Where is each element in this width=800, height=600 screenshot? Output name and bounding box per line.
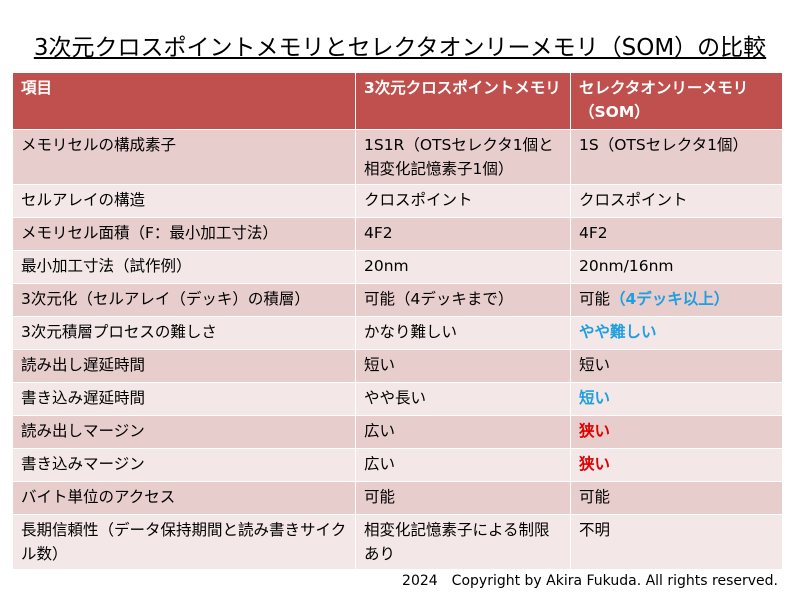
header-cell: セレクタオンリーメモリ（SOM） xyxy=(570,72,783,130)
cell-text: 短い xyxy=(579,389,611,407)
cell: メモリセルの構成素子 xyxy=(12,129,356,185)
cell: 1S（OTSセレクタ1個） xyxy=(570,129,783,185)
cell: 不明 xyxy=(570,514,783,570)
cell: やや長い xyxy=(355,382,571,416)
cell: 可能（4デッキまで） xyxy=(355,283,571,317)
table-row: 最小加工寸法（試作例） 20nm 20nm/16nm xyxy=(12,250,783,284)
table-row: 読み出しマージン 広い 狭い xyxy=(12,415,783,449)
table-row: メモリセルの構成素子 1S1R（OTSセレクタ1個と相変化記憶素子1個） 1S（OT… xyxy=(12,129,783,185)
cell: 短い xyxy=(355,349,571,383)
cell: 書き込み遅延時間 xyxy=(12,382,356,416)
cell: 可能 xyxy=(570,481,783,515)
cell: クロスポイント xyxy=(355,184,571,218)
title: 3次元クロスポイントメモリとセレクタオンリーメモリ（SOM）の比較 xyxy=(33,35,767,61)
header-cell: 3次元クロスポイントメモリ xyxy=(355,72,571,130)
cell-text: 狭い xyxy=(579,422,611,440)
cell: 3次元化（セルアレイ（デッキ）の積層） xyxy=(12,283,356,317)
cell: 短い xyxy=(570,349,783,383)
cell-segment: 可能 xyxy=(579,290,611,308)
cell: バイト単位のアクセス xyxy=(12,481,356,515)
cell: 20nm/16nm xyxy=(570,250,783,284)
table-row: メモリセル面積（F：最小加工寸法） 4F2 4F2 xyxy=(12,217,783,251)
cell: 4F2 xyxy=(570,217,783,251)
cell: 狭い xyxy=(570,415,783,449)
cell: セルアレイの構造 xyxy=(12,184,356,218)
table-row: セルアレイの構造 クロスポイント クロスポイント xyxy=(12,184,783,218)
table-row: 書き込みマージン 広い 狭い xyxy=(12,448,783,482)
table-row: 書き込み遅延時間 やや長い 短い xyxy=(12,382,783,416)
header-cell: 項目 xyxy=(12,72,356,130)
cell-text: 狭い xyxy=(579,455,611,473)
footer: 2024 Copyright by Akira Fukuda. All righ… xyxy=(402,573,778,589)
cell: 狭い xyxy=(570,448,783,482)
cell: 最小加工寸法（試作例） xyxy=(12,250,356,284)
cell-text: やや難しい xyxy=(579,323,657,341)
cell: 4F2 xyxy=(355,217,571,251)
cell: 書き込みマージン xyxy=(12,448,356,482)
cell: やや難しい xyxy=(570,316,783,350)
cell: 可能（4デッキ以上） xyxy=(570,283,783,317)
cell: 広い xyxy=(355,448,571,482)
cell: かなり難しい xyxy=(355,316,571,350)
cell: 広い xyxy=(355,415,571,449)
cell: 3次元積層プロセスの難しさ xyxy=(12,316,356,350)
header-row: 項目 3次元クロスポイントメモリ セレクタオンリーメモリ（SOM） xyxy=(12,72,783,130)
cell: メモリセル面積（F：最小加工寸法） xyxy=(12,217,356,251)
cell: 可能 xyxy=(355,481,571,515)
cell: 相変化記憶素子による制限あり xyxy=(355,514,571,570)
cell: 20nm xyxy=(355,250,571,284)
table-row: 長期信頼性（データ保持期間と読み書きサイクル数） 相変化記憶素子による制限あり 不明 xyxy=(12,514,783,570)
cell: クロスポイント xyxy=(570,184,783,218)
table-row: 3次元積層プロセスの難しさ かなり難しい やや難しい xyxy=(12,316,783,350)
cell-segment: （4デッキ以上） xyxy=(610,290,730,308)
cell: 1S1R（OTSセレクタ1個と相変化記憶素子1個） xyxy=(355,129,571,185)
cell: 読み出し遅延時間 xyxy=(12,349,356,383)
table-row: 3次元化（セルアレイ（デッキ）の積層） 可能（4デッキまで） 可能（4デッキ以上） xyxy=(12,283,783,317)
cell: 長期信頼性（データ保持期間と読み書きサイクル数） xyxy=(12,514,356,570)
comparison-table: 項目 3次元クロスポイントメモリ セレクタオンリーメモリ（SOM） メモリセルの構成… xyxy=(12,72,783,570)
table-row: バイト単位のアクセス 可能 可能 xyxy=(12,481,783,515)
table-row: 読み出し遅延時間 短い 短い xyxy=(12,349,783,383)
cell: 短い xyxy=(570,382,783,416)
cell: 読み出しマージン xyxy=(12,415,356,449)
